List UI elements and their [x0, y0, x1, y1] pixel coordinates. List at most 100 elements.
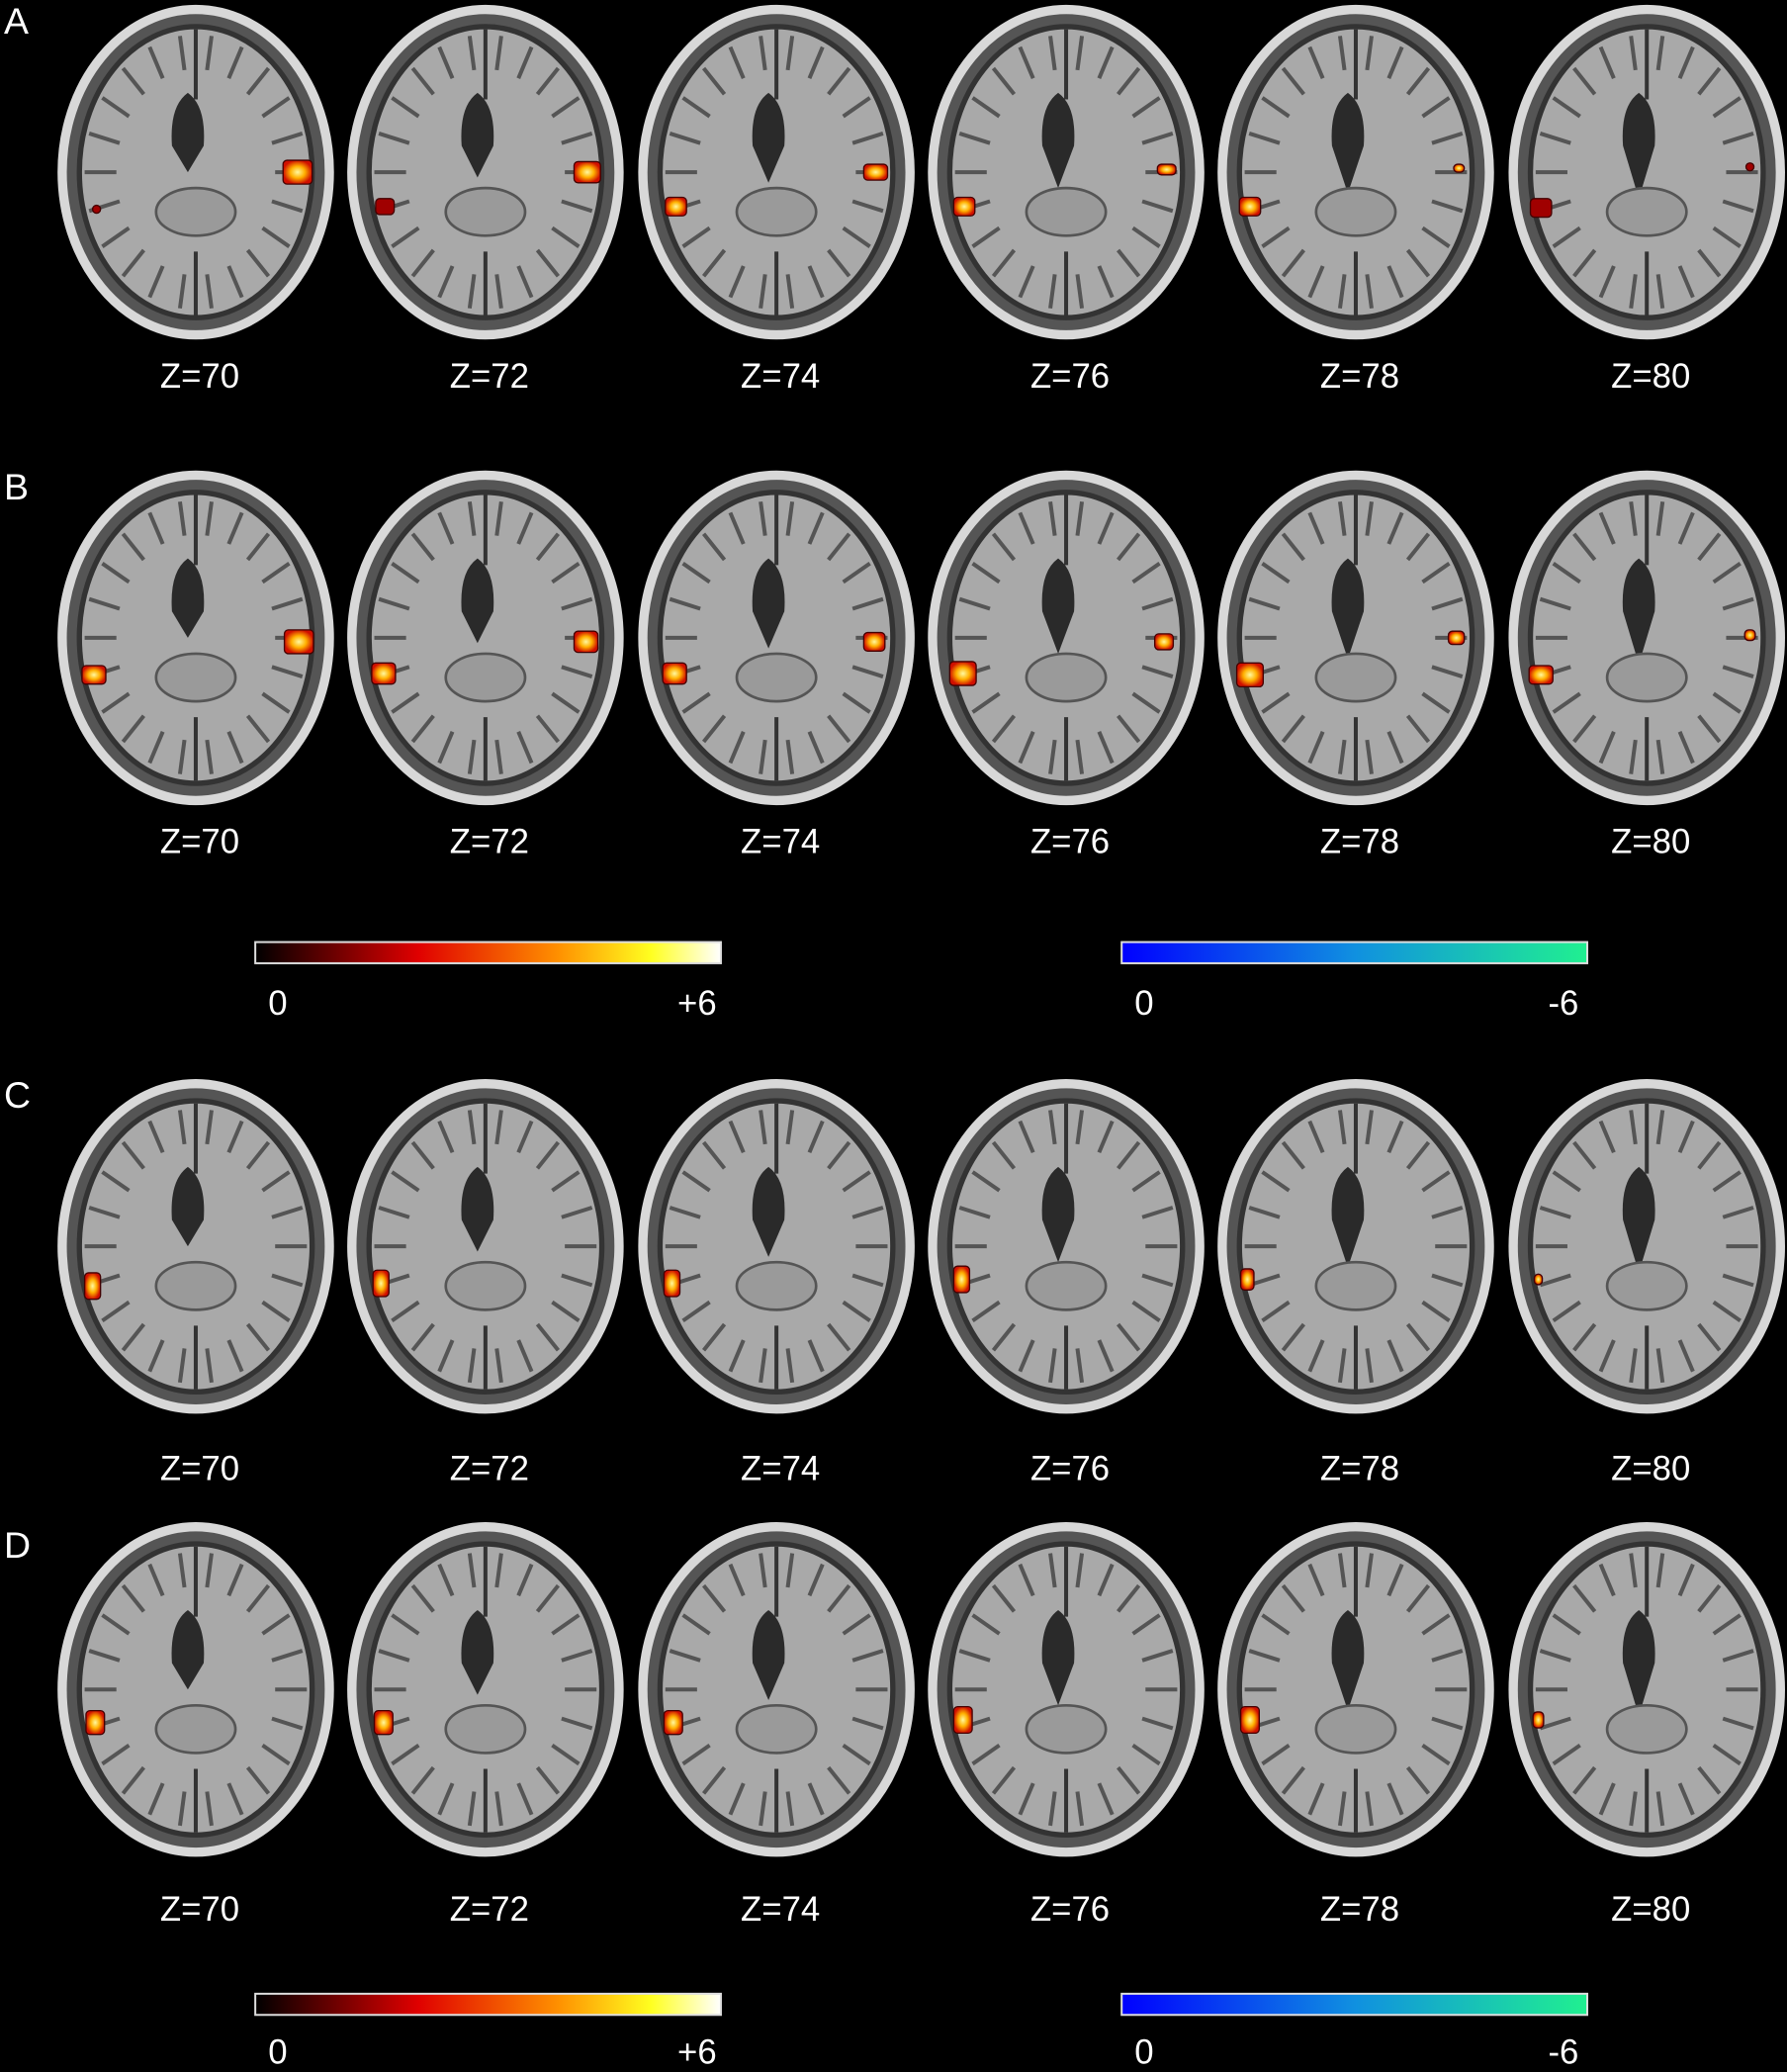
activation [85, 1709, 106, 1736]
sulcus [1097, 1563, 1115, 1597]
thalamus [1605, 652, 1688, 703]
sulcus [245, 1765, 271, 1795]
sulcus [410, 532, 435, 562]
sulcus [1131, 1743, 1161, 1766]
sulcus [1539, 131, 1571, 145]
sulcus [1281, 1765, 1305, 1795]
sulcus [410, 1322, 435, 1352]
sulcus [1677, 265, 1695, 299]
sulcus [759, 739, 767, 774]
sulcus [1117, 532, 1141, 562]
sulcus [1097, 731, 1115, 765]
brain [657, 490, 896, 786]
sulcus [101, 1300, 131, 1323]
sulcus [958, 1649, 991, 1663]
sulcus [1722, 1649, 1754, 1663]
sulcus [1655, 1791, 1665, 1827]
sulcus [991, 714, 1017, 744]
brain [366, 1541, 605, 1839]
sulcus [561, 665, 593, 679]
colorbar-max: -6 [1548, 985, 1578, 1023]
activation [573, 160, 601, 184]
sulcus [271, 665, 304, 679]
sulcus [958, 131, 991, 145]
thalamus [735, 186, 818, 237]
sulcus [1307, 265, 1325, 299]
sulcus [551, 1170, 581, 1193]
sulcus [551, 1743, 581, 1766]
ventricle [171, 92, 205, 173]
sulcus [147, 511, 165, 545]
sulcus [1431, 1649, 1464, 1663]
sulcus [561, 1716, 593, 1731]
sulcus [261, 562, 291, 585]
activation [81, 665, 107, 685]
sulcus [1337, 36, 1347, 71]
activation [1529, 198, 1553, 219]
sulcus [1018, 265, 1035, 299]
brain-slice [1508, 1522, 1785, 1857]
thalamus [735, 652, 818, 703]
activation [371, 662, 397, 685]
ventricle [752, 558, 785, 649]
sulcus [681, 691, 711, 714]
ventricle [1041, 558, 1075, 654]
activation [375, 198, 396, 216]
sulcus [121, 714, 145, 744]
ventricle [752, 1609, 785, 1700]
sulcus [1337, 1553, 1347, 1588]
sulcus [991, 532, 1017, 562]
sulcus [467, 1791, 477, 1827]
sulcus [1337, 500, 1347, 536]
sulcus [728, 1563, 746, 1597]
thalamus [1605, 1703, 1688, 1755]
sulcus [147, 1782, 165, 1816]
ventricle [171, 1609, 205, 1690]
sulcus [1712, 691, 1742, 714]
sulcus [245, 66, 271, 96]
sulcus [1572, 66, 1597, 96]
brain-slice [928, 1078, 1205, 1414]
brain-slice [1508, 1078, 1785, 1414]
sulcus [851, 596, 884, 611]
sulcus [1307, 1782, 1325, 1816]
sulcus [535, 66, 561, 96]
brain-slice [928, 470, 1205, 806]
ventricle [1622, 92, 1655, 199]
sulcus [1629, 36, 1638, 71]
sulcus [1655, 1110, 1665, 1145]
sulcus [1018, 1120, 1035, 1154]
sulcus [1431, 1206, 1464, 1219]
sulcus [1697, 714, 1722, 744]
sulcus [245, 1140, 271, 1170]
sulcus [1365, 1110, 1374, 1145]
sulcus [1075, 500, 1085, 536]
sulcus [101, 1170, 131, 1193]
sulcus [410, 66, 435, 96]
activation [1453, 163, 1466, 173]
ventricle [1041, 1166, 1075, 1263]
activation [862, 631, 886, 652]
sulcus [494, 1553, 503, 1588]
sulcus [101, 691, 131, 714]
sulcus [759, 1791, 767, 1827]
sulcus [1131, 96, 1161, 119]
sulcus [701, 1322, 727, 1352]
brain [1236, 1541, 1475, 1839]
brain [76, 1098, 315, 1395]
sulcus [1677, 1782, 1695, 1816]
sulcus [205, 1791, 214, 1827]
sulcus [851, 1716, 884, 1731]
sulcus [851, 665, 884, 679]
sulcus [1307, 731, 1325, 765]
thalamus [154, 186, 237, 237]
brain [946, 490, 1186, 786]
colorbar [1120, 1992, 1589, 2017]
slice-label: Z=80 [1611, 824, 1690, 861]
sulcus [101, 96, 131, 119]
thalamus [1314, 1703, 1397, 1755]
activation [1235, 662, 1265, 688]
sulcus [1552, 691, 1581, 714]
ventricle [1041, 1609, 1075, 1706]
sulcus [205, 739, 214, 774]
